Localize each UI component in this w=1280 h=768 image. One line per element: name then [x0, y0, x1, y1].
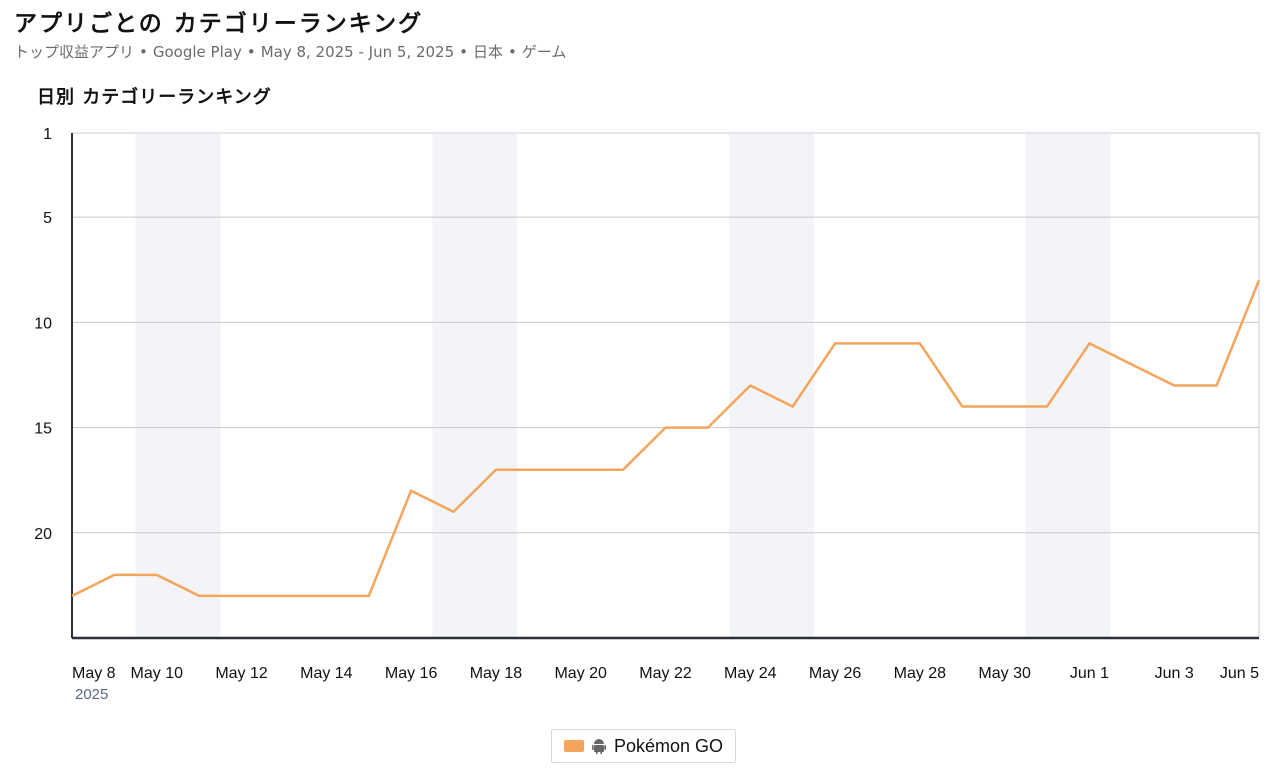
data-point: [1257, 278, 1261, 282]
data-point: [452, 510, 456, 514]
x-tick-label: May 12: [215, 665, 268, 682]
x-tick-label: Jun 5: [1220, 665, 1259, 682]
data-point: [367, 594, 371, 598]
data-point: [748, 384, 752, 388]
data-point: [1003, 405, 1007, 409]
subtitle-chart-type: トップ収益アプリ: [14, 43, 135, 61]
data-point: [875, 341, 879, 345]
data-point: [664, 426, 668, 430]
y-tick-label: 10: [34, 315, 52, 332]
data-point: [579, 468, 583, 472]
x-tick-label: May 28: [894, 665, 947, 682]
data-point: [1087, 341, 1091, 345]
data-point: [197, 594, 201, 598]
x-tick-label: May 8: [72, 665, 116, 682]
data-point: [1045, 405, 1049, 409]
subtitle-date-range: May 8, 2025 - Jun 5, 2025: [260, 43, 455, 61]
x-tick-label: Jun 3: [1155, 665, 1194, 682]
legend-swatch: [564, 740, 584, 752]
x-tick-label: May 18: [470, 665, 523, 682]
data-point: [1215, 384, 1219, 388]
x-tick-label: May 22: [639, 665, 692, 682]
weekend-band: [135, 134, 221, 638]
android-icon: [592, 739, 606, 754]
data-point: [621, 468, 625, 472]
data-point: [494, 468, 498, 472]
series-line-pokemon-go: [71, 279, 1261, 598]
y-tick-label: 15: [34, 421, 52, 438]
page-title: アプリごとの カテゴリーランキング: [14, 11, 424, 37]
data-point: [1130, 362, 1134, 366]
data-point: [282, 594, 286, 598]
x-tick-label: May 14: [300, 665, 353, 682]
y-tick-label: 1: [43, 126, 52, 143]
weekend-band: [729, 134, 814, 638]
subtitle-separator: •: [246, 43, 256, 61]
chart-title: 日別 カテゴリーランキング: [37, 87, 272, 108]
subtitle-separator: •: [139, 43, 148, 61]
data-point: [833, 341, 837, 345]
x-tick-label: May 20: [554, 665, 607, 682]
weekend-band: [1025, 134, 1111, 638]
subtitle-separator: •: [459, 43, 468, 61]
legend-label: Pokémon GO: [614, 735, 724, 756]
data-point: [409, 489, 413, 493]
x-tick-label: May 26: [809, 665, 862, 682]
data-point: [112, 573, 116, 577]
x-tick-label: May 24: [724, 665, 777, 682]
legend-item-pokemon-go[interactable]: Pokémon GO: [551, 729, 737, 763]
x-tick-label: May 30: [978, 665, 1031, 682]
data-point: [791, 405, 795, 409]
data-point: [240, 594, 244, 598]
data-point: [536, 468, 540, 472]
subtitle-country: 日本: [473, 43, 504, 61]
data-point: [918, 341, 922, 345]
x-tick-label: Jun 1: [1070, 665, 1109, 682]
data-point: [324, 594, 328, 598]
x-year-label: 2025: [75, 686, 108, 703]
subtitle-category: ゲーム: [521, 43, 567, 61]
weekend-band: [432, 134, 518, 638]
subtitle-store: Google Play: [152, 43, 242, 61]
y-tick-label: 5: [43, 210, 52, 227]
subtitle-separator: •: [508, 43, 517, 61]
data-point: [1172, 384, 1176, 388]
y-tick-label: 20: [34, 526, 52, 543]
subtitle: トップ収益アプリ • Google Play • May 8, 2025 - Jun 5…: [14, 41, 566, 62]
data-point: [155, 573, 159, 577]
data-point: [960, 405, 964, 409]
x-tick-label: May 10: [131, 665, 184, 682]
data-point: [706, 426, 710, 430]
data-point: [70, 594, 74, 598]
x-tick-label: May 16: [385, 665, 438, 682]
